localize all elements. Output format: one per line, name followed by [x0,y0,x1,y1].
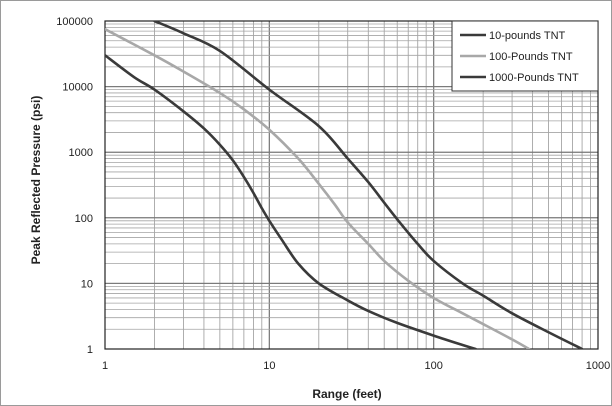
y-axis-title: Peak Reflected Pressure (psi) [29,96,43,265]
x-tick-label: 1 [102,360,108,372]
y-tick-label: 10000 [62,82,93,94]
x-tick-label: 10 [263,360,275,372]
legend: 10-pounds TNT 100-Pounds TNT 1000-Pounds T… [451,20,599,92]
y-tick-labels: 1 10 100 1000 10000 100000 [56,16,93,356]
series-line-3 [153,21,584,349]
legend-label: 1000-Pounds TNT [489,72,579,84]
x-axis-title: Range (feet) [312,387,381,401]
plot-area-frame [104,20,599,350]
legend-label: 100-Pounds TNT [489,51,573,63]
y-tick-label: 1 [87,344,93,356]
y-tick-label: 100 [75,213,93,225]
series-lines [105,21,584,349]
y-tick-label: 100000 [56,16,93,28]
x-tick-label: 1000 [586,360,610,372]
y-tick-label: 1000 [69,147,93,159]
x-tick-labels: 1 10 100 1000 [102,360,610,372]
y-tick-label: 10 [81,278,93,290]
series-line-2 [105,27,531,349]
series-line-1 [105,54,477,349]
x-tick-label: 100 [424,360,442,372]
legend-label: 10-pounds TNT [489,30,566,42]
